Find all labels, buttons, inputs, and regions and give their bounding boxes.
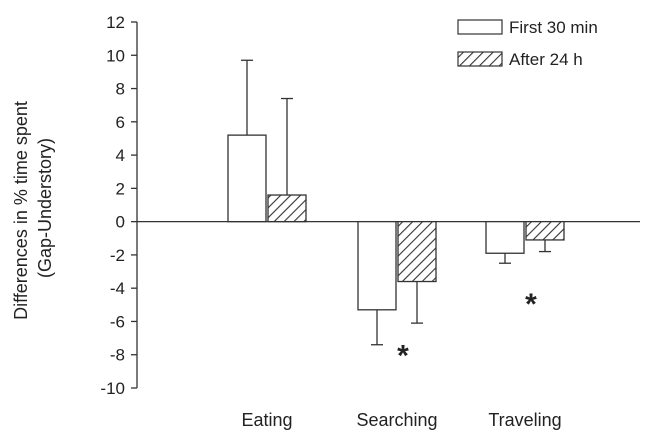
bar-eating-after-24-h bbox=[267, 194, 307, 223]
bar-traveling-first-30-min bbox=[485, 220, 525, 254]
x-category-label-searching: Searching bbox=[356, 410, 437, 430]
bars bbox=[227, 59, 565, 346]
bar-searching-first-30-min bbox=[357, 220, 397, 311]
y-tick-label: -2 bbox=[110, 246, 125, 265]
bar-eating-first-30-min bbox=[227, 134, 267, 223]
legend-label-first-30-min: First 30 min bbox=[509, 18, 598, 37]
y-axis-label: Differences in % time spent (Gap-Underst… bbox=[11, 96, 55, 320]
y-tick-label: 4 bbox=[116, 146, 125, 165]
y-tick-label: -4 bbox=[110, 279, 125, 298]
y-tick-label: -10 bbox=[100, 379, 125, 398]
y-tick-label: 10 bbox=[106, 46, 125, 65]
x-category-label-traveling: Traveling bbox=[488, 410, 561, 430]
y-tick-label: 0 bbox=[116, 213, 125, 232]
bar-traveling-after-24-h bbox=[525, 220, 565, 241]
y-tick-label: -6 bbox=[110, 312, 125, 331]
y-axis: 12 10 8 6 4 2 0 -2 -4 -6 -8 -10 bbox=[100, 13, 138, 398]
y-tick-label: 2 bbox=[116, 179, 125, 198]
y-tick-label: 6 bbox=[116, 113, 125, 132]
significance-marker: * bbox=[397, 339, 409, 372]
legend-swatch-after-24-h bbox=[457, 51, 503, 67]
legend-swatch-first-30-min bbox=[457, 19, 503, 35]
annotations: ** bbox=[397, 288, 537, 373]
y-tick-label: -8 bbox=[110, 346, 125, 365]
x-category-label-eating: Eating bbox=[241, 410, 292, 430]
legend: First 30 min After 24 h bbox=[457, 18, 598, 69]
legend-label-after-24-h: After 24 h bbox=[509, 50, 583, 69]
y-tick-label: 8 bbox=[116, 80, 125, 99]
y-axis-label-line-1: Differences in % time spent bbox=[11, 101, 31, 320]
y-tick-label: 12 bbox=[106, 13, 125, 32]
x-axis-labels: Eating Searching Traveling bbox=[241, 410, 561, 430]
y-axis-label-line-2: (Gap-Understory) bbox=[35, 138, 55, 278]
bar-searching-after-24-h bbox=[397, 220, 437, 283]
significance-marker: * bbox=[525, 288, 537, 321]
